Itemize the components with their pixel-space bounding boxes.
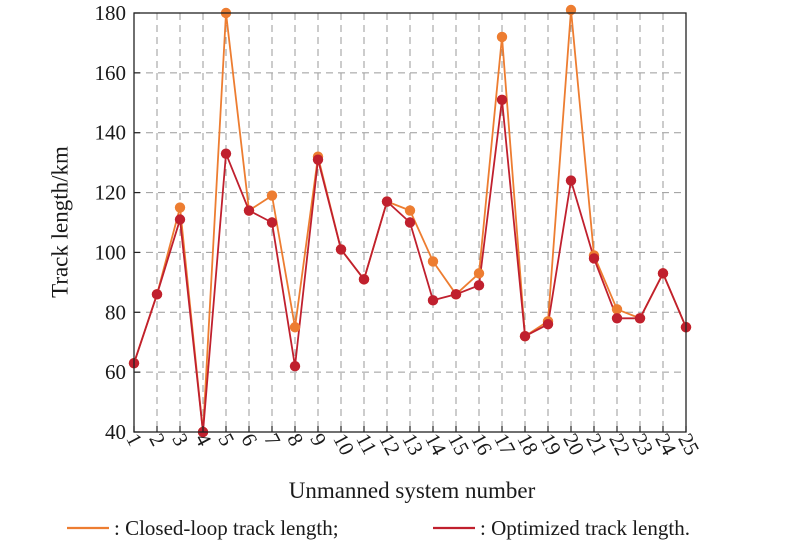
data-point-s1	[266, 217, 278, 228]
data-point-s1	[611, 313, 623, 324]
y-tick-label: 80	[105, 300, 126, 324]
data-point-s1	[220, 148, 232, 159]
y-tick-label: 160	[95, 61, 127, 85]
data-point-s1	[289, 360, 301, 372]
data-point-s1	[427, 295, 439, 306]
x-axis-title: Unmanned system number	[289, 478, 536, 503]
y-tick-label: 180	[95, 1, 127, 25]
data-point-s1	[450, 289, 462, 300]
legend-label-optimized: : Optimized track length.	[480, 516, 690, 540]
data-point-s0	[289, 322, 301, 333]
data-point-s1	[588, 253, 600, 264]
data-point-s1	[381, 196, 393, 207]
legend: : Closed-loop track length; : Optimized …	[67, 516, 690, 540]
data-point-s1	[174, 214, 186, 225]
data-point-s1	[404, 217, 416, 228]
grid	[134, 13, 686, 432]
data-point-s0	[266, 190, 278, 201]
data-point-s1	[542, 319, 554, 330]
y-tick-label: 100	[95, 240, 127, 264]
data-point-s0	[473, 268, 485, 279]
axis-ticks: 1234567891011121314151617181920212223242…	[95, 1, 705, 460]
data-point-s0	[496, 31, 508, 43]
data-point-s0	[427, 256, 439, 267]
y-tick-label: 120	[95, 181, 127, 205]
data-point-s0	[174, 202, 186, 213]
data-point-s1	[496, 94, 508, 105]
data-point-s1	[634, 313, 646, 324]
data-point-s1	[358, 274, 370, 285]
data-point-s1	[151, 289, 163, 300]
data-point-s1	[312, 154, 324, 165]
y-tick-label: 40	[105, 420, 126, 444]
legend-label-closed-loop: : Closed-loop track length;	[114, 516, 339, 540]
data-point-s0	[404, 205, 416, 216]
y-tick-label: 60	[105, 360, 126, 384]
data-point-s1	[243, 205, 255, 216]
y-tick-label: 140	[95, 121, 127, 145]
data-point-s1	[335, 244, 347, 255]
data-point-s1	[657, 268, 669, 279]
y-axis-title: Track length/km	[47, 146, 72, 298]
data-point-s0	[611, 304, 623, 315]
data-point-s1	[473, 280, 485, 291]
data-point-s1	[519, 331, 531, 342]
x-tick-label: 25	[673, 429, 704, 459]
data-point-s1	[565, 175, 577, 186]
